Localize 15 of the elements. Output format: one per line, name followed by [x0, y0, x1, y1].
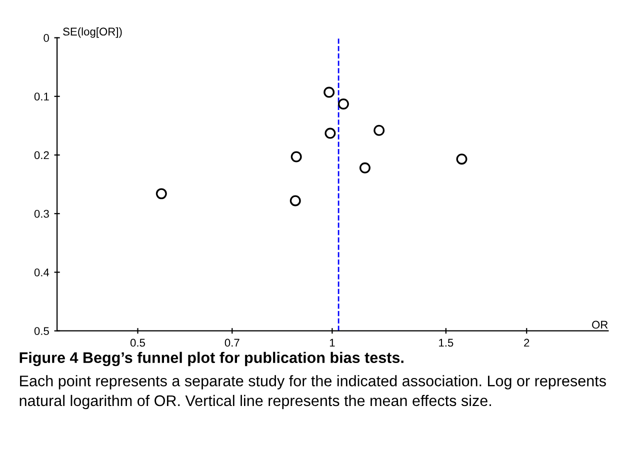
x-tick-label: 1: [330, 338, 335, 347]
x-tick-label: 0.7: [224, 338, 240, 347]
y-tick-label: 0.2: [34, 151, 49, 160]
y-tick-label: 0.1: [34, 92, 49, 101]
y-tick-label: 0.3: [34, 210, 49, 218]
y-tick-label: 0: [44, 34, 49, 42]
x-tick-label: 0.5: [130, 338, 146, 347]
y-tick-label: 0.4: [34, 268, 50, 276]
caption: Figure 4 Begg’s funnel plot for publication bias tests.: [20, 352, 404, 366]
x-tick-label: 1.5: [439, 338, 454, 347]
text: Each point represents a separate study for the indicated association. Log or represents natural logarithm of OR. Vertical line represents the mean effects size.: [20, 375, 606, 410]
y-axis-title: SE(log[OR]): [63, 27, 122, 38]
x-axis-title: OR: [592, 320, 608, 329]
y-tick-label: 0.5: [34, 327, 49, 335]
x-tick-label: 2: [524, 338, 530, 347]
